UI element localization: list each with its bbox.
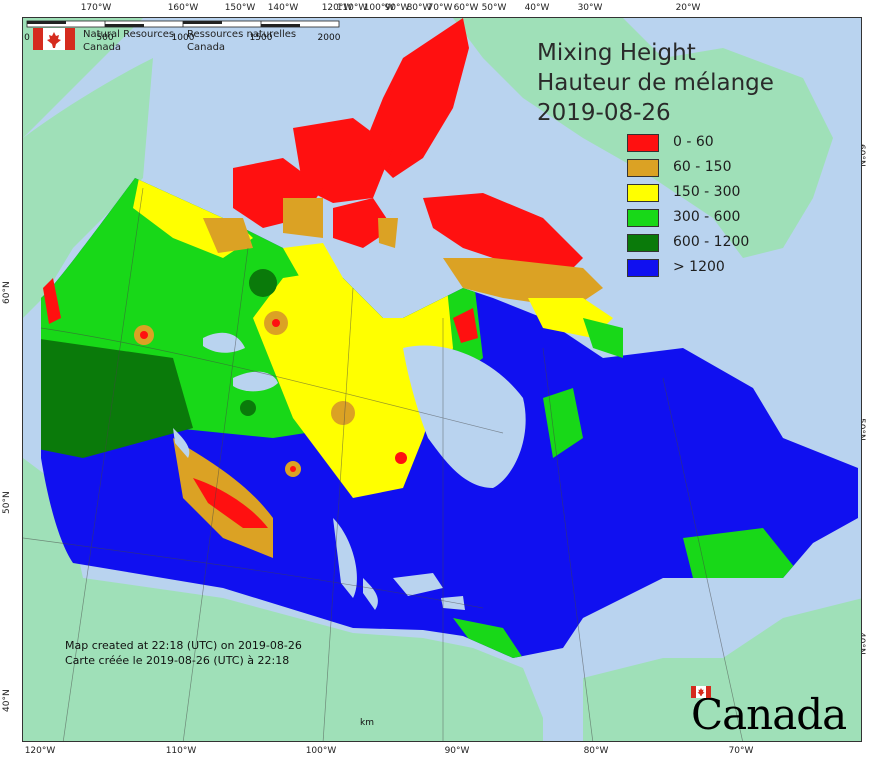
- bottom-tick-70w: 70°W: [728, 746, 754, 756]
- legend-swatch: [627, 159, 659, 177]
- top-tick-150w: 150°W: [224, 3, 256, 13]
- legend-label: 150 - 300: [673, 184, 741, 200]
- scale-tick-1500: 1500: [250, 33, 273, 43]
- wordmark-flag-icon: [691, 686, 711, 698]
- scale-tick-0: 0: [24, 33, 30, 43]
- map-title: Mixing Height Hauteur de mélange 2019-08…: [537, 38, 774, 128]
- canada-flag-icon: [33, 28, 75, 50]
- creation-note-en: Map created at 22:18 (UTC) on 2019-08-26: [65, 639, 302, 652]
- top-tick-20w: 20°W: [675, 3, 701, 13]
- bottom-tick-100w: 100°W: [305, 746, 337, 756]
- top-tick-40w: 40°W: [524, 3, 550, 13]
- title-english: Mixing Height: [537, 40, 696, 66]
- scale-bar: 0 500 1000 1500 2000: [24, 20, 341, 43]
- top-tick-90w: 90°W: [384, 3, 410, 13]
- legend-label: > 1200: [673, 259, 725, 275]
- legend-swatch: [627, 134, 659, 152]
- top-tick-170w: 170°W: [80, 3, 112, 13]
- agency-fr-line2: Canada: [187, 42, 226, 53]
- bottom-tick-110w: 110°W: [165, 746, 197, 756]
- arctic-islands: [43, 18, 623, 358]
- top-tick-140w: 140°W: [267, 3, 299, 13]
- map-date: 2019-08-26: [537, 100, 671, 126]
- legend-label: 600 - 1200: [673, 234, 750, 250]
- scale-unit: km: [360, 718, 374, 728]
- legend-swatch: [627, 184, 659, 202]
- scale-tick-2000: 2000: [318, 33, 341, 43]
- legend-label: 300 - 600: [673, 209, 741, 225]
- bottom-tick-90w: 90°W: [444, 746, 470, 756]
- left-tick-40n: 40°N: [2, 689, 12, 712]
- legend-label: 60 - 150: [673, 159, 732, 175]
- top-tick-30w: 30°W: [577, 3, 603, 13]
- top-tick-70w: 70°W: [427, 3, 453, 13]
- top-tick-160w: 160°W: [167, 3, 199, 13]
- bottom-tick-80w: 80°W: [583, 746, 609, 756]
- top-tick-120w: 120°W: [321, 3, 353, 13]
- graticule: [23, 187, 743, 741]
- creation-note: Map created at 22:18 (UTC) on 2019-08-26…: [65, 638, 302, 668]
- agency-en-line1: Natural Resources: [83, 29, 175, 40]
- agency-name-fr: Ressources naturelles Canada: [187, 28, 296, 54]
- canada-wordmark: Canada: [691, 686, 851, 739]
- lakes: [173, 332, 526, 610]
- agency-name-en: Natural Resources Canada: [83, 28, 174, 54]
- top-tick-80w: 80°W: [406, 3, 432, 13]
- legend-swatch: [627, 209, 659, 227]
- left-tick-50n: 50°N: [2, 491, 12, 514]
- wordmark-text: Canada: [691, 690, 847, 739]
- left-tick-60n: 60°N: [2, 281, 12, 304]
- top-tick-60w: 60°W: [453, 3, 479, 13]
- map-svg: [23, 18, 861, 741]
- bottom-tick-120w: 120°W: [24, 746, 56, 756]
- legend-swatch: [627, 259, 659, 277]
- map-canvas: Natural Resources Canada Ressources natu…: [22, 17, 862, 742]
- agency-en-line2: Canada: [83, 42, 122, 53]
- title-french: Hauteur de mélange: [537, 70, 774, 96]
- top-tick-50w: 50°W: [481, 3, 507, 13]
- agency-fr-line1: Ressources naturelles: [187, 29, 297, 40]
- scale-tick-1000: 1000: [172, 33, 195, 43]
- creation-note-fr: Carte créée le 2019-08-26 (UTC) à 22:18: [65, 654, 290, 667]
- top-tick-100w: 100°W: [363, 3, 395, 13]
- top-tick-110w: 110°W: [336, 3, 368, 13]
- scale-tick-500: 500: [96, 33, 113, 43]
- legend-swatch: [627, 234, 659, 252]
- legend-label: 0 - 60: [673, 134, 714, 150]
